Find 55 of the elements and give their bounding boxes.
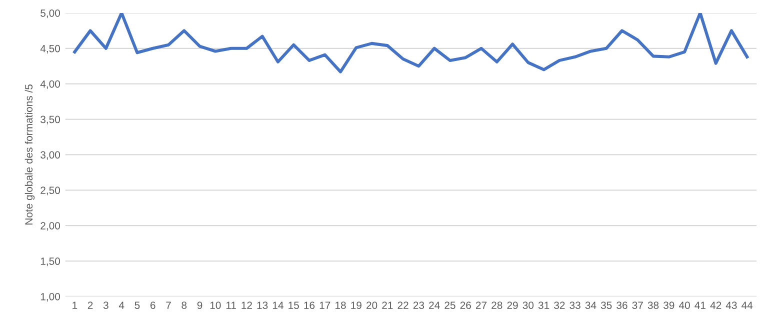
y-tick-label: 3,50	[40, 116, 60, 124]
x-tick-label: 20	[366, 302, 378, 309]
x-tick-label: 44	[742, 302, 753, 309]
x-tick-label: 40	[678, 302, 690, 309]
x-tick-label: 15	[288, 302, 299, 309]
x-tick-label: 25	[444, 302, 456, 309]
x-tick-label: 38	[648, 302, 659, 309]
x-tick-label: 37	[632, 302, 643, 309]
x-tick-label: 2	[88, 302, 93, 309]
x-tick-label: 19	[351, 302, 362, 309]
x-tick-label: 43	[726, 302, 737, 309]
y-tick-label: 4,00	[40, 80, 60, 89]
x-tick-label: 32	[554, 302, 565, 309]
y-tick-label: 1,50	[40, 258, 60, 266]
x-tick-label: 3	[103, 302, 108, 309]
x-tick-label: 39	[664, 302, 674, 309]
x-tick-label: 8	[182, 302, 187, 309]
x-tick-label: 24	[429, 302, 440, 309]
x-tick-label: 9	[197, 302, 202, 309]
x-tick-label: 17	[320, 302, 330, 309]
x-tick-label: 41	[694, 302, 706, 309]
x-tick-label: 23	[413, 302, 424, 309]
x-tick-label: 14	[272, 302, 284, 309]
y-tick-label: 5,00	[40, 9, 60, 18]
y-tick-label: 3,00	[40, 151, 60, 160]
x-tick-label: 10	[210, 302, 221, 309]
x-tick-label: 34	[585, 302, 596, 309]
x-tick-label: 13	[257, 302, 268, 309]
x-tick-label: 5	[134, 302, 140, 309]
x-tick-label: 30	[522, 302, 534, 309]
x-tick-label: 42	[710, 302, 722, 309]
x-tick-label: 12	[242, 302, 252, 309]
x-tick-label: 18	[336, 302, 346, 309]
x-tick-label: 26	[460, 302, 471, 309]
x-tick-label: 6	[150, 302, 156, 309]
x-tick-label: 16	[304, 302, 315, 309]
x-tick-label: 11	[226, 302, 236, 309]
x-tick-label: 29	[507, 302, 518, 309]
y-tick-label: 2,50	[40, 186, 60, 196]
y-tick-label: 1,00	[40, 292, 60, 302]
x-tick-label: 4	[118, 302, 124, 309]
x-tick-label: 31	[538, 302, 550, 309]
x-tick-label: 22	[398, 302, 408, 309]
x-tick-label: 35	[600, 302, 612, 309]
x-tick-label: 28	[492, 302, 502, 309]
x-tick-label: 1	[72, 302, 78, 309]
y-axis-title: Note globale des formations /5	[24, 84, 35, 224]
x-tick-label: 27	[476, 302, 487, 309]
x-tick-label: 7	[166, 302, 171, 309]
x-tick-label: 33	[570, 302, 580, 309]
line-series	[73, 12, 749, 74]
y-tick-label: 2,00	[40, 222, 60, 231]
y-tick-label: 4,50	[40, 44, 60, 54]
x-tick-label: 36	[616, 302, 628, 309]
x-tick-label: 21	[382, 302, 393, 309]
